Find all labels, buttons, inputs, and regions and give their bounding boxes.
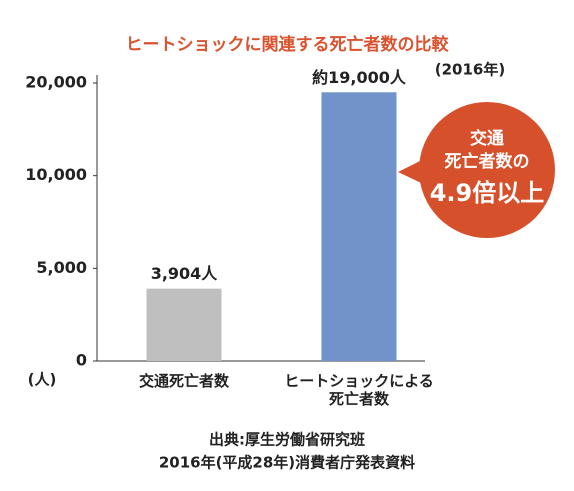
x-tick-label: ヒートショックによる 死亡者数	[284, 372, 434, 408]
source: 2016年(平成28年)消費者庁発表資料	[159, 454, 415, 472]
y-tick-label: 10,000	[25, 165, 87, 184]
y-tick-label: 20,000	[25, 73, 87, 92]
callout-text: 死亡者数の	[445, 151, 530, 172]
y-unit: (人)	[28, 371, 57, 389]
callout-text: 交通	[470, 128, 504, 149]
y-tick-label: 5,000	[36, 258, 87, 277]
value-label: 約19,000人	[312, 68, 407, 87]
x-tick-label: 交通死亡者数	[138, 372, 229, 390]
bar	[146, 288, 222, 361]
value-label: 3,904人	[151, 264, 219, 283]
subtitle: (2016年)	[435, 61, 505, 79]
y-tick-label: 0	[76, 351, 87, 370]
callout	[419, 102, 555, 238]
chart-title: ヒートショックに関連する死亡者数の比較	[126, 34, 450, 55]
bar	[321, 92, 397, 362]
callout-emphasis: 4.9倍以上	[430, 179, 545, 207]
source: 出典:厚生労働省研究班	[209, 431, 365, 449]
